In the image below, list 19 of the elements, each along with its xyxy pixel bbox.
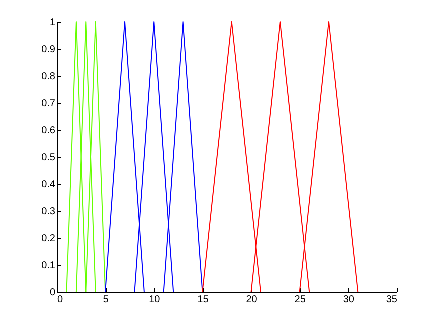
y-tick-label: 0.7: [42, 98, 56, 110]
y-tick-label: 0.6: [42, 126, 56, 136]
x-tick-label: 20: [246, 294, 258, 306]
y-tick-label: 0.8: [42, 72, 56, 82]
y-tick-label: 0.5: [42, 152, 56, 164]
x-tick-label: 35: [386, 294, 398, 306]
x-tick-label: 15: [198, 294, 210, 306]
x-tick-label: 30: [343, 294, 355, 306]
y-tick-label: 0.2: [42, 234, 56, 244]
x-tick-label: 0: [58, 294, 64, 306]
x-tick-label: 5: [103, 294, 110, 306]
y-tick-label: 0: [50, 288, 56, 298]
y-tick-label: 0.1: [42, 260, 56, 272]
y-tick-label: 0.4: [42, 180, 56, 190]
y-tick-label: 0.3: [42, 206, 56, 218]
y-tick-label: 0.9: [42, 44, 56, 56]
x-tick-label: 25: [294, 294, 306, 306]
x-tick-label: 10: [149, 294, 161, 306]
y-tick-label: 1: [50, 18, 56, 28]
